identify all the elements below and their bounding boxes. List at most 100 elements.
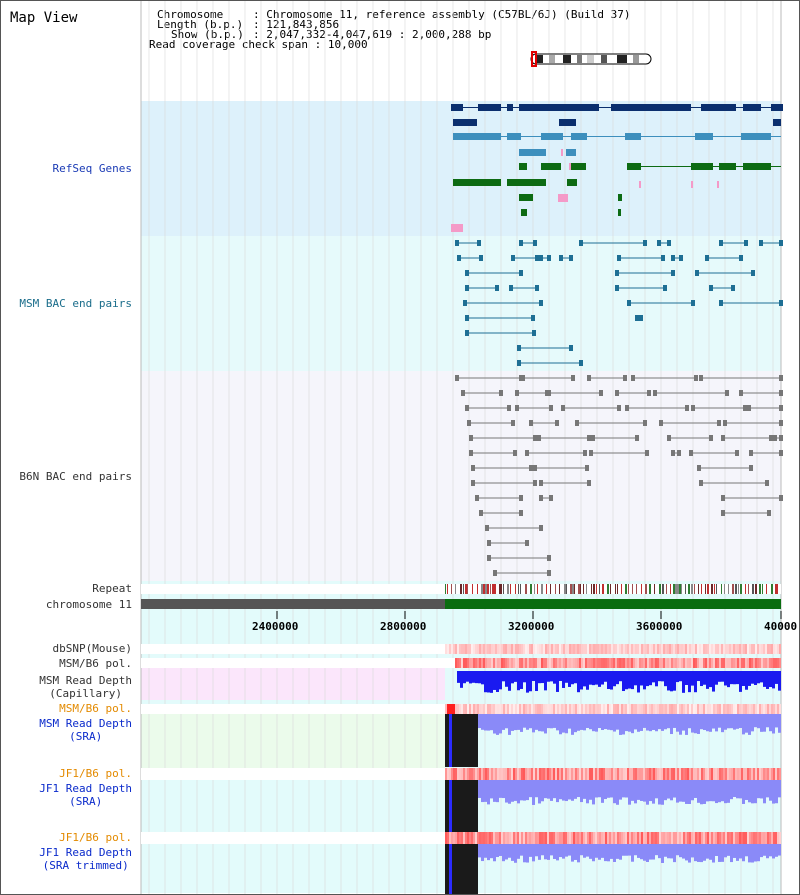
- axis-tick-label: 2800000: [380, 620, 427, 633]
- depth-bar: [775, 671, 778, 684]
- heat-cell: [621, 768, 623, 780]
- heat-cell: [539, 704, 541, 714]
- heat-cell: [633, 704, 635, 714]
- depth-bar: [772, 671, 775, 689]
- heat-cell: [715, 832, 717, 844]
- chromosome-ideogram[interactable]: [530, 51, 652, 67]
- heat-cell: [519, 658, 521, 668]
- chromosome-bar-assembled[interactable]: [445, 599, 781, 609]
- gene-exon: [507, 133, 521, 140]
- heat-cell: [495, 658, 497, 668]
- heat-cell: [719, 658, 721, 668]
- dbsnp-heat[interactable]: [445, 644, 781, 654]
- gene-exon: [541, 163, 561, 170]
- heat-cell: [649, 644, 651, 654]
- jf1-sra-trimmed-depth[interactable]: [445, 844, 781, 894]
- heat-cell: [451, 644, 453, 654]
- heat-cell: [559, 658, 561, 668]
- heat-cell: [755, 768, 757, 780]
- heat-cell: [623, 704, 625, 714]
- heat-cell: [453, 832, 455, 844]
- depth-bar: [634, 714, 637, 730]
- repeat-element: [728, 584, 729, 594]
- heat-cell: [521, 658, 523, 668]
- heat-cell: [701, 768, 703, 780]
- b6n-pair-end: [539, 525, 543, 531]
- repeat-element: [599, 584, 600, 594]
- repeat-element: [755, 584, 757, 594]
- heat-cell: [501, 832, 503, 844]
- track-label-msm-b6-pol: MSM/B6 pol.: [59, 657, 132, 670]
- depth-bar: [634, 671, 637, 686]
- depth-bar: [778, 714, 781, 733]
- depth-bar: [628, 714, 631, 732]
- heat-cell: [779, 768, 781, 780]
- msm-sra-depth[interactable]: [445, 714, 781, 767]
- heat-cell: [657, 644, 659, 654]
- axis-tick-label: 40000: [764, 620, 798, 633]
- heat-cell: [501, 658, 503, 668]
- b6n-pair-end: [515, 405, 519, 411]
- msm-capillary-depth[interactable]: [457, 671, 781, 693]
- track-label-b6n-bac[interactable]: B6N BAC end pairs: [19, 470, 132, 483]
- depth-bar: [532, 780, 535, 805]
- heat-cell: [729, 658, 731, 668]
- b6n-pair-end: [585, 465, 589, 471]
- track-label-refseq[interactable]: RefSeq Genes: [52, 162, 132, 175]
- msm-b6-pol-heat-2[interactable]: [445, 704, 781, 714]
- heat-cell: [581, 658, 583, 668]
- heat-cell: [707, 644, 709, 654]
- depth-bar: [556, 671, 559, 692]
- heat-cell: [747, 644, 749, 654]
- heat-cell: [475, 832, 477, 844]
- b6n-pair-end: [471, 465, 475, 471]
- repeat-element: [574, 584, 575, 594]
- msm-b6-pol-heat[interactable]: [455, 658, 781, 668]
- heat-cell: [547, 658, 549, 668]
- depth-bar: [748, 671, 751, 686]
- heat-cell: [451, 832, 453, 844]
- depth-bar: [493, 844, 496, 862]
- heat-cell: [581, 768, 583, 780]
- heat-cell: [649, 768, 651, 780]
- depth-bar: [724, 780, 727, 804]
- heat-cell: [711, 658, 713, 668]
- depth-bar: [571, 671, 574, 685]
- heat-cell: [589, 658, 591, 668]
- heat-cell: [577, 644, 579, 654]
- jf1-sra-depth[interactable]: [445, 780, 781, 832]
- heat-cell: [765, 832, 767, 844]
- repeat-features[interactable]: [445, 584, 778, 594]
- heat-cell: [655, 704, 657, 714]
- depth-bar: [673, 714, 676, 728]
- heat-cell: [471, 704, 473, 714]
- heat-cell: [511, 832, 513, 844]
- depth-bar: [484, 844, 487, 858]
- b6n-pair-end: [521, 375, 525, 381]
- heat-cell: [659, 704, 661, 714]
- heat-cell: [651, 644, 653, 654]
- heat-cell: [759, 644, 761, 654]
- heat-cell: [627, 832, 629, 844]
- depth-bar: [616, 844, 619, 859]
- depth-bar: [526, 844, 529, 863]
- refseq-gene-features[interactable]: [451, 104, 783, 232]
- heat-cell: [529, 644, 531, 654]
- heat-cell: [533, 768, 535, 780]
- heat-cell: [761, 644, 763, 654]
- heat-cell: [559, 768, 561, 780]
- msm-bac-features[interactable]: [455, 240, 783, 366]
- depth-bar: [601, 714, 604, 731]
- msm-pair-end: [457, 255, 461, 261]
- jf1-b6-pol-heat-2[interactable]: [445, 832, 781, 844]
- track-label-msm-bac[interactable]: MSM BAC end pairs: [19, 297, 132, 310]
- repeat-element: [740, 584, 742, 594]
- heat-cell: [743, 644, 745, 654]
- heat-cell: [611, 658, 613, 668]
- gene-exon: [558, 194, 568, 202]
- b6n-bac-features[interactable]: [455, 375, 783, 576]
- heat-cell: [687, 768, 689, 780]
- repeat-element: [593, 584, 595, 594]
- heat-cell: [583, 768, 585, 780]
- jf1-b6-pol-heat[interactable]: [445, 768, 781, 780]
